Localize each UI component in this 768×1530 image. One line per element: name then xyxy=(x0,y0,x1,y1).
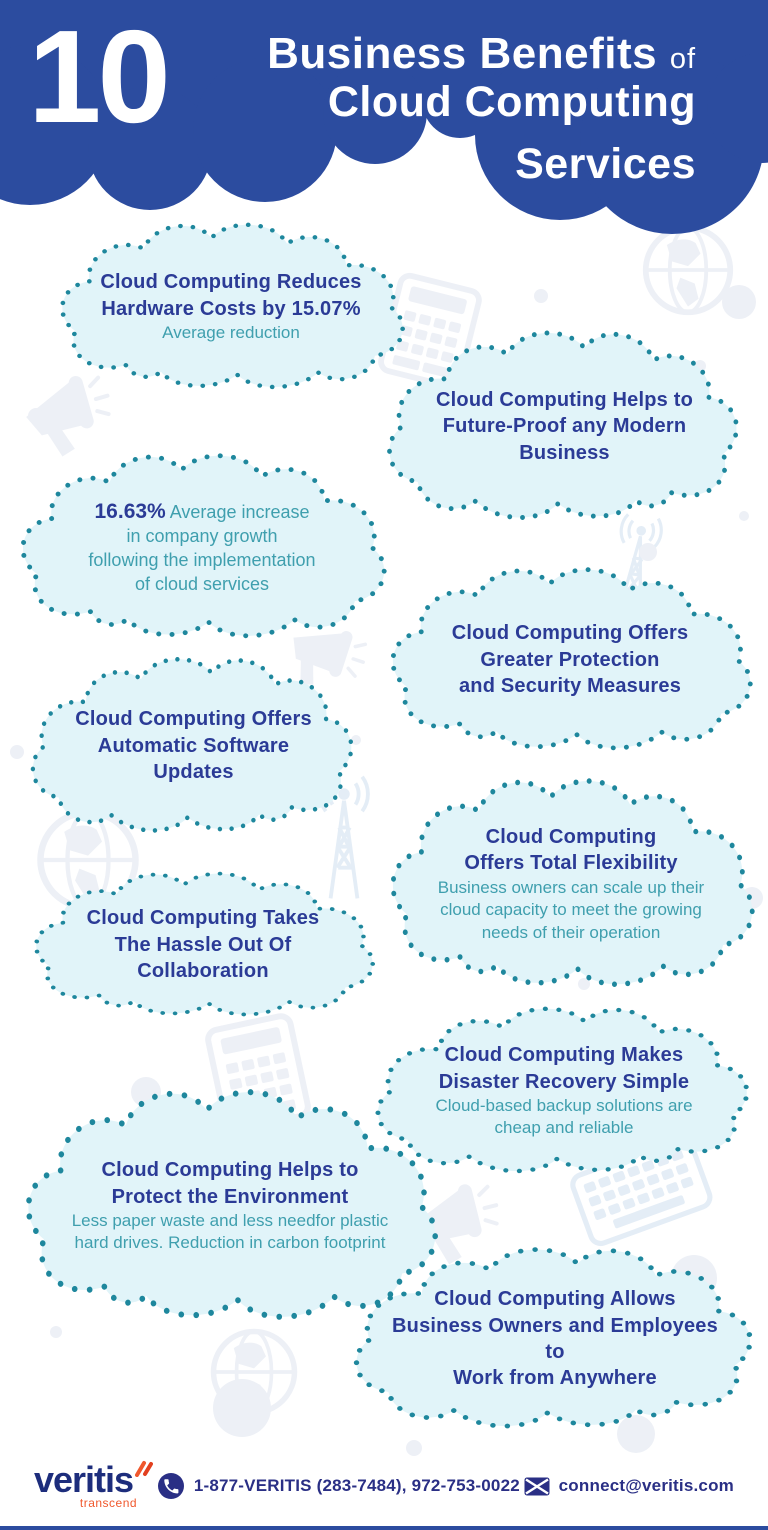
benefit-sub-line: Less paper waste and less needfor plasti… xyxy=(71,1210,389,1230)
veritis-logo: veritis transcend xyxy=(34,1459,154,1510)
benefit-heading-line: Cloud Computing Helps to xyxy=(436,388,693,411)
benefit-heading-line: Greater Protection xyxy=(480,648,660,671)
header-cloud-bump xyxy=(88,86,212,210)
background-dot xyxy=(406,1440,422,1456)
benefit-text-5: Cloud Computing Offers Automatic Softwar… xyxy=(26,650,361,842)
header-title-line3: Services xyxy=(515,139,696,188)
benefit-heading-line: Automatic Software Updates xyxy=(97,734,290,784)
benefit-heading-line: The Hassle Out Of Collaboration xyxy=(114,933,292,983)
benefit-cloud-10: Cloud Computing Allows Business Owners a… xyxy=(348,1240,762,1438)
benefit-heading-line: Offers Total Flexibility xyxy=(464,852,678,875)
footer: veritis transcend 1-877-VERITIS (283-748… xyxy=(0,1448,768,1524)
benefit-sub-line: in company growth xyxy=(126,526,278,547)
header-cloud-banner: 10 Business Benefits of Cloud Computing … xyxy=(0,0,768,240)
benefit-cloud-9: Cloud Computing Helps to Protect the Env… xyxy=(16,1080,444,1332)
benefit-cloud-4: Cloud Computing Offers Greater Protectio… xyxy=(382,560,758,760)
benefit-heading-line: Cloud Computing xyxy=(485,825,657,848)
background-dot xyxy=(639,543,657,561)
header-number: 10 xyxy=(28,3,171,150)
benefit-text-3: 16.63% Average increase in company growt… xyxy=(12,446,392,648)
background-dot xyxy=(10,745,24,759)
phone-icon xyxy=(157,1473,184,1499)
benefit-heading-line: Cloud Computing Offers xyxy=(75,708,312,731)
background-dot xyxy=(213,1379,271,1437)
benefit-heading-line: Cloud Computing Allows xyxy=(434,1288,676,1311)
benefit-text-8: Cloud Computing Makes Disaster Recovery … xyxy=(370,1000,758,1182)
header-title-line1: Business Benefits of xyxy=(267,29,696,78)
header-cloud-bump xyxy=(193,58,337,202)
benefit-heading-line: Cloud Computing Helps to xyxy=(101,1159,359,1182)
benefit-cloud-7: Cloud Computing Takes The Hassle Out Of … xyxy=(26,866,380,1024)
header-title-line2: Cloud Computing xyxy=(327,78,696,127)
benefit-heading-line: Business Owners and Employees to xyxy=(392,1314,718,1363)
benefit-text-4: Cloud Computing Offers Greater Protectio… xyxy=(382,560,758,760)
benefit-sub-line: needs of their operation xyxy=(481,922,661,942)
background-dot xyxy=(351,735,361,745)
background-dot xyxy=(534,289,548,303)
benefit-cloud-6: Cloud Computing Offers Total Flexibility… xyxy=(382,770,760,998)
phone-number: 1-877-VERITIS (283-7484), 972-753-0022 xyxy=(193,1476,520,1495)
benefit-sub-line: Cloud-based backup solutions are xyxy=(435,1095,693,1115)
email-icon xyxy=(524,1477,550,1495)
header-title: Business Benefits of Cloud Computing Ser… xyxy=(267,29,696,189)
logo-mark-icon xyxy=(135,1461,154,1477)
benefit-heading-line: and Security Measures xyxy=(458,675,682,698)
background-dot xyxy=(28,408,44,424)
email-contact: connect@veritis.com xyxy=(524,1476,734,1496)
stat-value: 16.63% xyxy=(94,499,166,523)
header-title-of: of xyxy=(669,43,696,75)
benefit-heading-line: Cloud Computing Takes xyxy=(86,907,320,930)
benefit-cloud-5: Cloud Computing Offers Automatic Softwar… xyxy=(26,650,361,842)
benefit-text-2: Cloud Computing Helps to Future-Proof an… xyxy=(382,323,747,530)
benefit-cloud-1: Cloud Computing Reduces Hardware Costs b… xyxy=(52,216,410,398)
benefit-sub-line: following the implementation xyxy=(88,549,316,570)
benefit-text-10: Cloud Computing Allows Business Owners a… xyxy=(348,1240,762,1438)
benefit-text-9: Cloud Computing Helps to Protect the Env… xyxy=(16,1080,444,1332)
benefit-sub-line: Average reduction xyxy=(162,323,300,343)
stat-suffix: Average increase xyxy=(165,501,310,522)
benefit-heading-line: Cloud Computing Makes xyxy=(444,1044,684,1067)
phone-contact: 1-877-VERITIS (283-7484), 972-753-0022 xyxy=(157,1472,520,1500)
benefit-sub-line: Business owners can scale up their xyxy=(437,877,705,897)
benefit-cloud-3: 16.63% Average increase in company growt… xyxy=(12,446,392,648)
background-dot xyxy=(739,511,749,521)
background-dot xyxy=(722,285,756,319)
background-dot xyxy=(50,1326,62,1338)
background-dot xyxy=(617,1415,655,1453)
benefit-text-6: Cloud Computing Offers Total Flexibility… xyxy=(382,770,760,998)
benefit-sub-line: cheap and reliable xyxy=(494,1118,634,1138)
benefit-heading-line: Future-Proof any Modern Business xyxy=(442,415,687,464)
logo-tagline: transcend xyxy=(79,1496,138,1510)
header-title-bold: Business Benefits xyxy=(267,29,658,78)
benefit-stat-line: 16.63% Average increase xyxy=(95,498,310,526)
header-cloud-bump xyxy=(323,60,427,164)
benefit-text-7: Cloud Computing Takes The Hassle Out Of … xyxy=(26,866,380,1024)
benefit-text-1: Cloud Computing Reduces Hardware Costs b… xyxy=(52,216,410,398)
background-dot xyxy=(578,978,590,990)
benefit-heading-line: Cloud Computing Reduces xyxy=(100,271,362,294)
logo-row: veritis xyxy=(34,1459,154,1500)
benefit-cloud-2: Cloud Computing Helps to Future-Proof an… xyxy=(382,323,747,530)
benefit-heading-line: Work from Anywhere xyxy=(453,1367,657,1390)
bottom-accent-bar xyxy=(0,1526,768,1530)
benefit-heading-line: Disaster Recovery Simple xyxy=(438,1070,690,1093)
benefit-sub-line: cloud capacity to meet the growing xyxy=(440,900,702,920)
benefit-sub-line: of cloud services xyxy=(134,573,270,594)
email-address: connect@veritis.com xyxy=(558,1476,734,1495)
benefit-heading-line: Protect the Environment xyxy=(111,1185,349,1208)
benefit-heading-line: Cloud Computing Offers xyxy=(451,622,689,645)
benefit-heading-line: Hardware Costs by 15.07% xyxy=(101,297,361,320)
benefit-cloud-8: Cloud Computing Makes Disaster Recovery … xyxy=(370,1000,758,1182)
benefit-sub-line: hard drives. Reduction in carbon footpri… xyxy=(74,1233,386,1253)
logo-wordmark: veritis xyxy=(34,1459,134,1500)
